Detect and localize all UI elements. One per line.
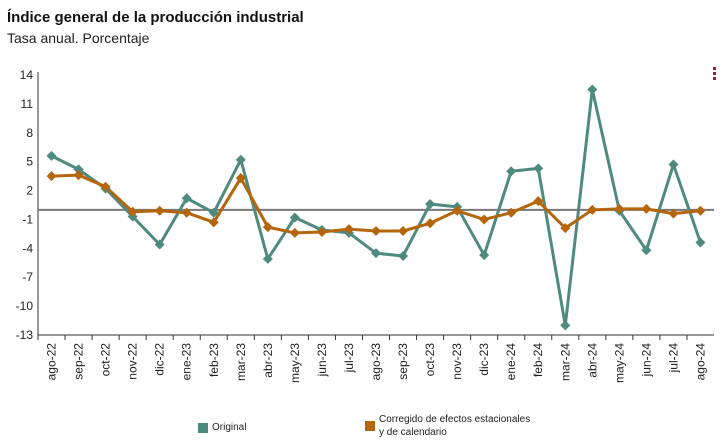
y-tick-label: -10 [16,299,34,313]
x-tick-label: oct-22 [99,343,113,377]
series-corrected-point[interactable] [235,173,246,184]
series-corrected-point[interactable] [100,181,111,192]
x-tick-label: ene-23 [180,343,194,381]
series-original-point[interactable] [371,248,381,259]
series-original-point[interactable] [181,193,192,204]
series-corrected-point[interactable] [425,218,436,229]
series-corrected-point[interactable] [668,208,679,219]
series-original-point[interactable] [208,207,219,218]
x-tick-label: ago-22 [45,343,59,381]
y-tick-label: 8 [26,126,33,140]
x-tick-label: jun-23 [315,343,329,378]
x-tick-label: mar-24 [558,343,572,381]
series-original-point[interactable] [289,212,300,223]
series-corrected-point[interactable] [73,170,84,181]
y-tick-label: -7 [22,270,33,284]
y-tick-label: 11 [21,97,34,111]
series-corrected-point[interactable] [343,224,354,235]
x-tick-label: dic-22 [153,343,167,376]
legend-swatch-original [198,423,208,433]
x-tick-label: oct-23 [423,343,437,377]
series-original-point[interactable] [398,251,409,262]
series-corrected-point[interactable] [560,223,571,234]
series-original-point[interactable] [154,239,165,250]
legend-label-corrected: Corregido de efectos estacionales y de c… [379,414,531,438]
legend-item-original[interactable]: Original [198,421,246,434]
x-tick-label: ene-24 [504,343,518,381]
legend-item-corrected[interactable]: Corregido de efectos estacionales y de c… [365,413,535,439]
x-tick-label: jul-24 [666,343,680,374]
series-corrected-point[interactable] [506,207,517,218]
series-original-point[interactable] [506,166,517,177]
series-corrected-point[interactable] [452,205,463,216]
y-axis: 14 11 8 5 2 -1 -4 -7 -10 -13 [16,68,39,342]
series-original-point[interactable] [73,164,84,175]
series-corrected-point[interactable] [262,222,273,233]
series-original-point[interactable] [479,250,490,261]
x-tick-label: abr-23 [261,343,275,378]
legend-swatch-corrected [365,421,375,431]
series-corrected-point[interactable] [289,227,300,238]
series-original-point[interactable] [235,154,246,165]
y-tick-label: -13 [16,328,34,342]
x-tick-label: may-24 [612,343,626,383]
series-corrected-point[interactable] [154,205,165,216]
series-original-point[interactable] [46,150,57,161]
x-axis: ago-22 sep-22 oct-22 nov-22 dic-22 ene-23 feb-… [37,334,714,383]
x-tick-label: mar-23 [234,343,248,381]
more-vertical-icon[interactable] [710,67,718,85]
series-original-point[interactable] [668,159,679,170]
series-corrected-point[interactable] [533,196,544,207]
x-tick-label: ago-24 [693,343,707,381]
series-corrected-point[interactable] [316,226,327,237]
series-original-point[interactable] [695,237,706,248]
series-corrected-point[interactable] [371,226,381,236]
x-tick-label: jun-24 [639,343,653,378]
series-group [46,84,706,331]
x-tick-label: jul-23 [342,343,356,374]
series-original-point[interactable] [425,199,436,210]
series-original-point[interactable] [262,253,273,264]
legend-label-original: Original [212,422,247,433]
series-corrected-point[interactable] [587,204,598,215]
series-corrected-line [51,173,701,235]
y-tick-label: 5 [26,155,33,169]
x-tick-label: abr-24 [585,343,599,378]
series-corrected-point[interactable] [641,203,652,214]
series-corrected-point[interactable] [614,203,625,214]
x-tick-label: sep-22 [72,343,86,380]
series-original-point[interactable] [533,163,544,174]
series-corrected-point[interactable] [208,217,219,228]
series-original-point[interactable] [587,84,598,95]
y-tick-label: -1 [22,212,33,226]
x-tick-label: nov-22 [126,343,140,380]
y-tick-label: 2 [26,184,33,198]
y-tick-label: -4 [22,241,33,255]
series-corrected-point[interactable] [181,207,192,218]
series-original-point[interactable] [641,245,652,256]
series-corrected-point[interactable] [46,171,57,182]
series-corrected-point[interactable] [127,206,138,217]
x-tick-label: feb-24 [531,343,545,377]
x-tick-label: nov-23 [450,343,464,380]
series-original-point[interactable] [560,320,571,331]
series-corrected-point[interactable] [398,226,409,236]
chart-subtitle: Tasa anual. Porcentaje [7,30,150,46]
y-tick-label: 14 [20,68,34,82]
x-tick-label: may-23 [288,343,302,383]
x-tick-label: sep-23 [396,343,410,380]
series-original-line [50,87,702,327]
x-tick-label: feb-23 [207,343,221,377]
x-tick-label: ago-23 [369,343,383,381]
series-corrected-point[interactable] [695,205,706,216]
chart-title: Índice general de la producción industri… [7,9,304,26]
series-corrected-point[interactable] [479,214,490,225]
x-tick-label: dic-23 [477,343,491,376]
